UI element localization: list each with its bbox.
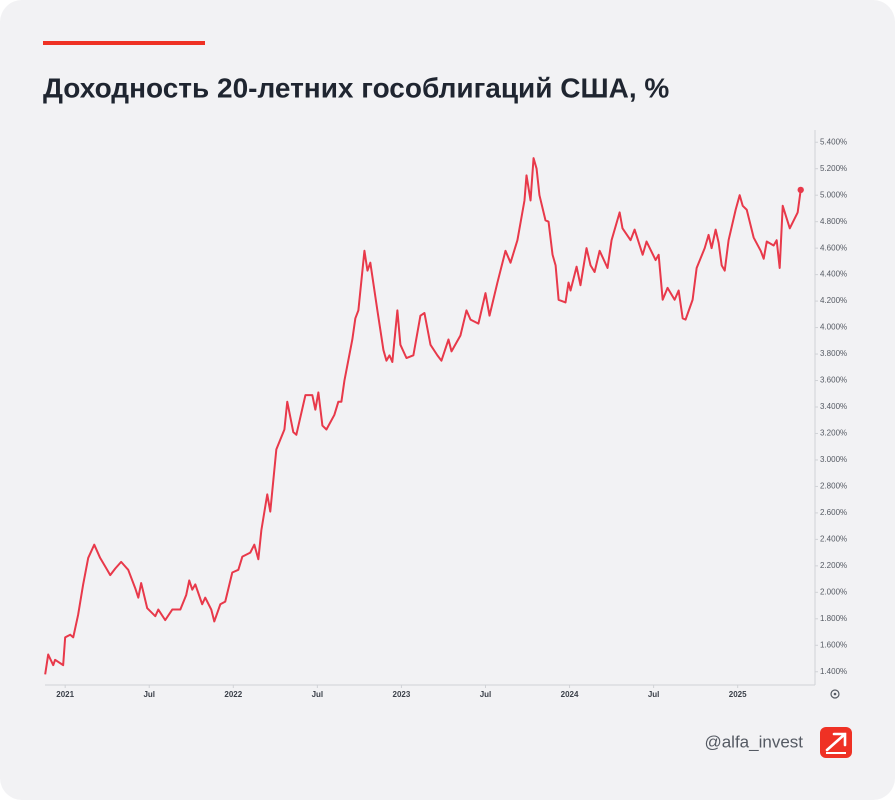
y-tick-label: 5.400% xyxy=(820,137,847,146)
x-tick-label: 2025 xyxy=(729,690,747,699)
y-tick-label: 3.000% xyxy=(820,455,847,464)
x-tick-label: 2022 xyxy=(224,690,242,699)
x-tick-label: 2023 xyxy=(393,690,411,699)
y-tick-label: 2.000% xyxy=(820,587,847,596)
last-point xyxy=(797,186,804,194)
x-tick-label: 2021 xyxy=(56,690,74,699)
y-tick-label: 4.400% xyxy=(820,270,847,279)
y-tick-label: 4.800% xyxy=(820,217,847,226)
x-tick-label: 2024 xyxy=(561,690,579,699)
x-tick-label: Jul xyxy=(143,690,155,699)
logo xyxy=(820,727,852,758)
handle: @alfa_invest xyxy=(704,732,803,751)
y-tick-label: 1.800% xyxy=(820,614,847,623)
x-tick-label: Jul xyxy=(312,690,324,699)
y-tick-label: 5.000% xyxy=(820,190,847,199)
y-tick-label: 3.600% xyxy=(820,376,847,385)
x-tick-label: Jul xyxy=(480,690,492,699)
y-tick-label: 4.600% xyxy=(820,243,847,252)
y-tick-label: 2.200% xyxy=(820,561,847,570)
y-tick-label: 2.800% xyxy=(820,482,847,491)
y-tick-label: 1.400% xyxy=(820,667,847,676)
line-series xyxy=(44,157,802,675)
chart-title: Доходность 20-летних гособлигаций США, % xyxy=(43,72,669,103)
y-tick-label: 2.600% xyxy=(820,508,847,517)
y-tick-label: 4.200% xyxy=(820,296,847,305)
x-tick-label: Jul xyxy=(648,690,660,699)
y-tick-label: 5.200% xyxy=(820,164,847,173)
y-tick-label: 3.200% xyxy=(820,429,847,438)
y-tick-label: 2.400% xyxy=(820,534,847,543)
settings-icon xyxy=(830,689,840,699)
y-tick-label: 3.400% xyxy=(820,402,847,411)
accent-bar xyxy=(43,41,205,45)
y-tick-label: 4.000% xyxy=(820,323,847,332)
y-tick-label: 1.600% xyxy=(820,640,847,649)
y-tick-label: 3.800% xyxy=(820,349,847,358)
